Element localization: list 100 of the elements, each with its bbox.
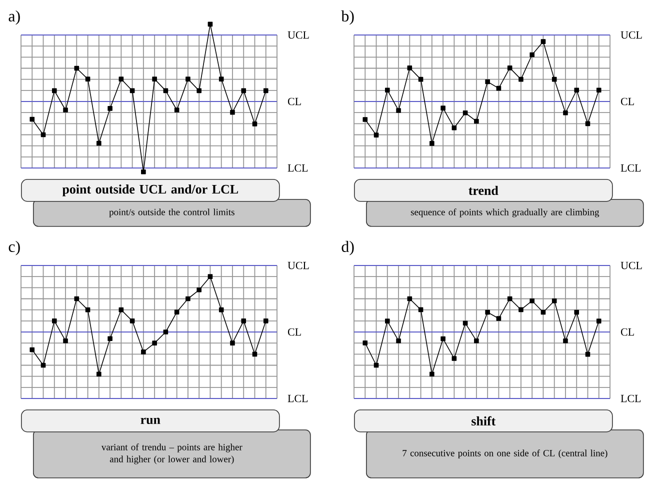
point: [130, 88, 135, 94]
point: [452, 356, 457, 361]
point: [74, 66, 80, 71]
ref-line-label: UCL: [288, 262, 309, 270]
point: [396, 108, 401, 113]
point: [530, 298, 534, 304]
ref-line-label: LCL: [620, 394, 641, 402]
point: [241, 88, 246, 94]
point: [440, 106, 446, 110]
point: [496, 86, 502, 91]
point: [63, 108, 68, 112]
point: [63, 338, 68, 344]
ref-line-label: LCL: [288, 164, 308, 172]
point: [118, 76, 124, 82]
point: [196, 287, 202, 292]
point: [208, 22, 213, 27]
point: [196, 88, 202, 94]
point: [430, 372, 434, 376]
point: [141, 169, 146, 174]
point: [152, 340, 157, 346]
point: [96, 372, 102, 377]
ref-line-label: CL: [288, 328, 301, 336]
point: [230, 110, 235, 115]
chart-title: a): [8, 10, 20, 25]
ref-line-label: CL: [620, 328, 634, 336]
ref-line-label: UCL: [620, 31, 642, 39]
point: [585, 352, 590, 357]
ref-line-label: LCL: [620, 164, 641, 172]
point: [585, 121, 590, 126]
point: [152, 76, 157, 82]
point: [418, 76, 424, 82]
chart-title: b): [341, 10, 354, 25]
point: [563, 338, 568, 344]
point: [218, 307, 224, 312]
point: [396, 338, 401, 344]
point: [384, 88, 390, 93]
point: [530, 52, 534, 58]
point: [52, 318, 57, 324]
ref-line-label: CL: [620, 98, 634, 106]
ref-line-label: CL: [288, 98, 301, 106]
point: [252, 352, 258, 357]
text: sequence of points which gradually are climbing: [410, 208, 600, 218]
point: [540, 310, 546, 315]
ref-line-label: UCL: [620, 262, 642, 270]
point: [74, 296, 80, 302]
text: 7 consecutive points on one side of CL (central line): [402, 450, 608, 458]
chart-title: d): [342, 240, 354, 256]
point: [263, 88, 268, 94]
point: [174, 310, 180, 314]
text: point outside UCL and/or LCL: [62, 184, 238, 196]
point: [552, 76, 557, 82]
point: [186, 296, 190, 302]
chart-title: c): [8, 240, 20, 256]
text: trend: [468, 186, 498, 195]
point: [507, 296, 512, 302]
text: point/s outside the control limits: [109, 208, 234, 218]
point: [596, 318, 602, 324]
point: [574, 88, 580, 93]
point: [496, 316, 502, 321]
point: [518, 307, 524, 312]
point: [407, 66, 412, 70]
point: [85, 76, 90, 82]
point: [163, 88, 168, 94]
point: [596, 88, 602, 93]
point: [407, 296, 412, 302]
point: [186, 76, 190, 82]
point: [485, 310, 490, 315]
point: [130, 318, 135, 324]
point: [384, 318, 390, 324]
text: shift: [472, 416, 496, 426]
point: [52, 88, 57, 94]
point: [507, 66, 512, 70]
point: [163, 330, 168, 334]
point: [108, 106, 112, 111]
text: run: [140, 418, 160, 424]
point: [374, 362, 379, 368]
point: [462, 110, 468, 116]
point: [362, 117, 368, 122]
point: [108, 336, 112, 342]
point: [474, 338, 479, 344]
point: [241, 318, 246, 324]
point: [263, 318, 268, 324]
point: [40, 362, 46, 368]
point: [230, 340, 235, 346]
point: [418, 307, 424, 312]
point: [540, 39, 546, 44]
point: [40, 132, 46, 138]
point: [518, 76, 524, 82]
point: [118, 307, 124, 312]
point: [141, 350, 146, 354]
point: [252, 122, 258, 126]
point: [208, 274, 213, 279]
point: [96, 140, 102, 146]
point: [218, 76, 224, 82]
ref-line-label: LCL: [288, 394, 308, 402]
point: [574, 310, 580, 315]
point: [362, 340, 368, 346]
point: [30, 116, 35, 122]
point: [374, 132, 379, 138]
point: [440, 336, 446, 342]
